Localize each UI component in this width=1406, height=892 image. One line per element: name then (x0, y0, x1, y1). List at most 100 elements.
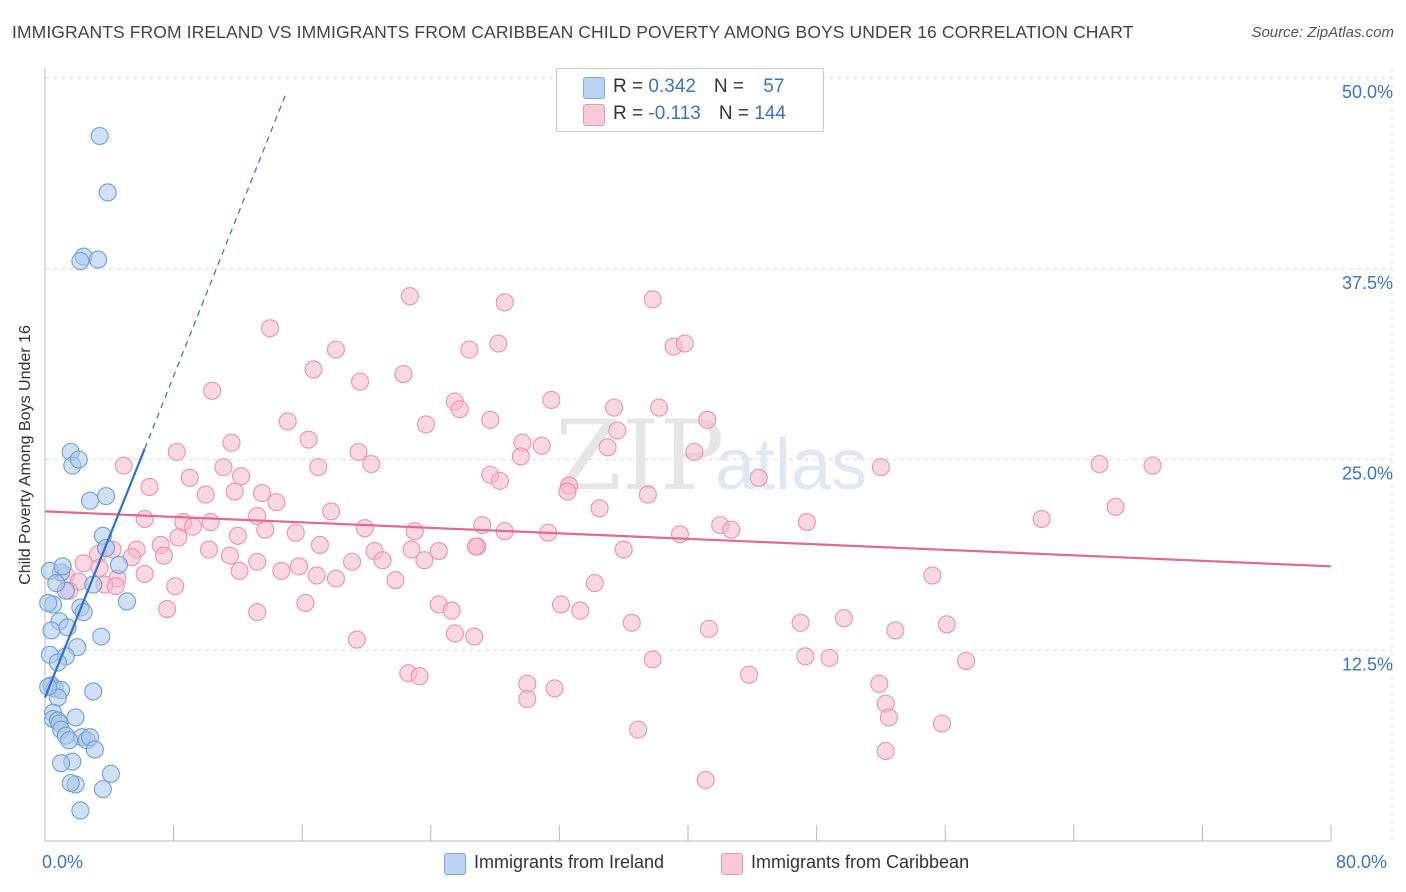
bottom-legend-swatch-caribbean (721, 853, 743, 875)
y-tick-label-3: 50.0% (1342, 82, 1393, 102)
caribbean-point-133 (796, 647, 815, 666)
ireland-point-21 (92, 627, 111, 646)
caribbean-point-12 (203, 381, 222, 400)
caribbean-point-116 (158, 599, 177, 619)
caribbean-point-16 (650, 398, 669, 417)
legend-r-label-ireland: R = (613, 76, 649, 97)
caribbean-point-128 (410, 667, 429, 686)
caribbean-point-9 (304, 360, 323, 379)
ireland-point-0 (90, 126, 109, 146)
caribbean-point-61 (355, 519, 374, 538)
caribbean-point-26 (349, 442, 368, 461)
caribbean-point-51 (638, 485, 657, 504)
caribbean-point-135 (870, 674, 889, 693)
caribbean-point-104 (166, 577, 185, 596)
x-tick-label-max: 80.0% (1336, 852, 1388, 872)
ireland-point-35 (66, 708, 85, 727)
caribbean-point-58 (590, 499, 609, 518)
caribbean-point-10 (351, 372, 370, 391)
caribbean-point-129 (518, 674, 537, 693)
caribbean-point-122 (886, 621, 905, 640)
legend-swatch-ireland (583, 77, 605, 99)
ireland-point-15 (109, 555, 128, 574)
caribbean-point-48 (252, 484, 272, 503)
caribbean-point-32 (214, 458, 233, 477)
caribbean-point-92 (415, 551, 434, 570)
caribbean-point-60 (256, 520, 275, 539)
caribbean-point-110 (106, 577, 125, 596)
legend-text-caribbean: R = -0.113 N = 144 (613, 103, 786, 125)
caribbean-point-113 (442, 601, 461, 620)
ireland-point-9 (97, 487, 116, 506)
caribbean-point-115 (571, 601, 590, 620)
caribbean-point-55 (201, 513, 220, 532)
caribbean-point-117 (248, 603, 267, 622)
caribbean-point-97 (135, 564, 154, 584)
caribbean-point-18 (416, 415, 436, 434)
caribbean-point-132 (740, 665, 759, 684)
legend-r-label-caribbean: R = (613, 103, 649, 124)
caribbean-point-33 (309, 458, 328, 477)
caribbean-point-47 (225, 482, 244, 501)
caribbean-point-34 (362, 455, 381, 474)
caribbean-point-2 (643, 290, 662, 309)
caribbean-point-41 (232, 467, 251, 486)
trend-lines (43, 93, 1332, 698)
caribbean-point-21 (698, 410, 717, 429)
caribbean-point-119 (699, 619, 718, 638)
ireland-points (39, 126, 137, 820)
caribbean-point-57 (322, 502, 341, 521)
caribbean-point-59 (183, 517, 202, 536)
caribbean-point-53 (135, 509, 154, 529)
caribbean-point-66 (169, 528, 188, 547)
ireland-point-8 (80, 491, 100, 510)
ireland-point-46 (101, 764, 120, 783)
caribbean-point-89 (289, 557, 309, 576)
caribbean-point-76 (310, 535, 329, 555)
caribbean-point-114 (551, 595, 571, 614)
caribbean-point-100 (326, 569, 346, 588)
legend-n-value-caribbean: 144 (754, 103, 786, 124)
ireland-point-56 (53, 557, 72, 576)
caribbean-point-27 (532, 436, 551, 455)
ireland-point-3 (88, 250, 108, 269)
caribbean-point-136 (957, 651, 976, 670)
watermark: ZIP atlas (555, 400, 867, 512)
caribbean-point-40 (180, 468, 199, 487)
caribbean-point-87 (220, 546, 239, 565)
ireland-point-49 (71, 801, 90, 820)
caribbean-point-125 (465, 627, 484, 646)
caribbean-point-11 (394, 364, 413, 384)
caribbean-point-68 (286, 523, 305, 542)
bottom-legend-label-caribbean: Immigrants from Caribbean (751, 852, 970, 872)
caribbean-point-25 (608, 421, 627, 440)
caribbean-point-106 (386, 571, 405, 590)
caribbean-point-69 (405, 522, 424, 541)
caribbean-point-28 (598, 438, 617, 457)
caribbean-point-65 (1032, 509, 1051, 529)
caribbean-point-143 (696, 770, 715, 790)
caribbean-trend-line (44, 510, 1332, 568)
caribbean-point-138 (879, 708, 898, 727)
caribbean-points (56, 287, 1162, 790)
caribbean-point-52 (1106, 497, 1125, 516)
ireland-point-25 (48, 653, 67, 672)
caribbean-point-75 (199, 540, 219, 559)
bottom-legend-swatch-ireland (444, 853, 466, 875)
ireland-point-4 (71, 252, 90, 271)
ireland-point-42 (60, 731, 79, 750)
caribbean-point-70 (670, 525, 690, 544)
ireland-point-20 (42, 621, 61, 640)
caribbean-point-99 (307, 566, 326, 585)
ireland-point-48 (93, 780, 112, 799)
caribbean-point-31 (114, 456, 133, 475)
legend-text-ireland: R = 0.342 N = 57 (613, 76, 784, 98)
caribbean-point-130 (545, 679, 564, 698)
caribbean-point-141 (876, 741, 895, 761)
ireland-trend-line (43, 448, 146, 698)
caribbean-point-17 (278, 412, 297, 431)
ireland-point-18 (117, 592, 137, 611)
caribbean-point-23 (299, 430, 318, 449)
caribbean-point-134 (820, 648, 839, 667)
